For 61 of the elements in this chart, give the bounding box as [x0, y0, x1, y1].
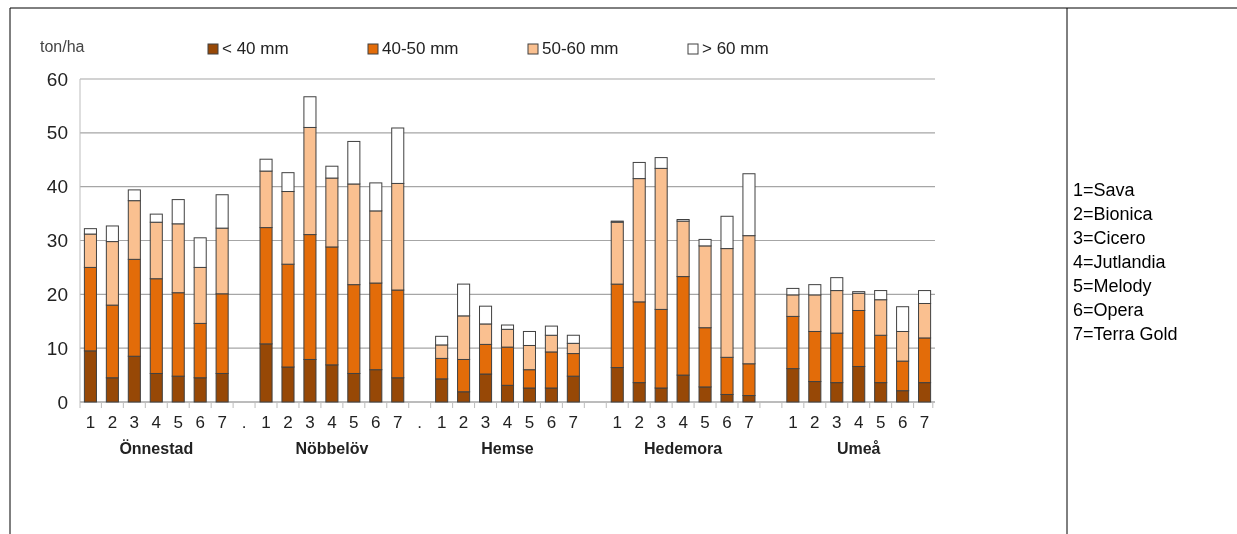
legend-label: < 40 mm — [222, 39, 289, 58]
text: 4=Jutlandia — [1073, 252, 1167, 272]
text: Nöbbelöv — [295, 440, 369, 457]
x-tick-label: . — [241, 413, 247, 432]
x-tick-label: 2 — [107, 413, 118, 432]
x-tick-label: 5 — [700, 413, 710, 432]
x-tick-label: 1 — [436, 413, 447, 432]
x-tick-label: 5 — [173, 413, 183, 432]
x-tick-label: 6 — [195, 413, 205, 432]
x-tick-label: . — [417, 413, 423, 432]
x-tick-label: 7 — [217, 413, 227, 432]
x-tick-label: 2 — [458, 413, 469, 432]
x-tick-label: 3 — [656, 413, 666, 432]
x-tick-label: 6 — [722, 413, 732, 432]
x-tick-label: 4 — [502, 413, 513, 432]
x-tick-label: 4 — [678, 413, 688, 432]
text: 1=Sava — [1073, 180, 1136, 200]
x-tick-label: 2 — [634, 413, 644, 432]
legend-label: > 60 mm — [702, 39, 769, 58]
y-tick-label: 40 — [46, 176, 68, 198]
text: 3=Cicero — [1073, 228, 1146, 248]
text: Hedemora — [643, 440, 723, 457]
x-tick-label: 3 — [305, 413, 315, 432]
y-tick-label: 10 — [46, 337, 68, 359]
x-tick-label: 7 — [393, 413, 403, 432]
x-tick-label: 6 — [546, 413, 557, 432]
x-tick-label: 3 — [129, 413, 140, 432]
x-tick-label: 6 — [371, 413, 381, 432]
text: 5=Melody — [1073, 276, 1152, 296]
x-tick-label: 3 — [832, 413, 842, 432]
x-tick-label: 5 — [349, 413, 359, 432]
text: Umeå — [836, 440, 881, 457]
x-tick-label: 3 — [480, 413, 491, 432]
text: 2=Bionica — [1073, 204, 1154, 224]
x-tick-label: 1 — [85, 413, 96, 432]
text: Hemse — [481, 440, 534, 457]
x-tick-label: 4 — [853, 413, 864, 432]
x-tick-label: 7 — [919, 413, 930, 432]
legend-label: 50-60 mm — [542, 39, 619, 58]
x-tick-label: 2 — [810, 413, 820, 432]
y-tick-label: 20 — [46, 283, 68, 305]
x-tick-label: 7 — [744, 413, 754, 432]
text: 6=Opera — [1073, 300, 1145, 320]
y-tick-label: 30 — [46, 230, 68, 252]
x-tick-label: 6 — [897, 413, 908, 432]
legend-label: 40-50 mm — [382, 39, 459, 58]
y-tick-label: 60 — [46, 68, 68, 90]
x-tick-label: 2 — [283, 413, 293, 432]
x-tick-label: 4 — [327, 413, 337, 432]
text: Önnestad — [119, 439, 194, 457]
x-tick-label: 7 — [568, 413, 579, 432]
x-tick-label: 4 — [151, 413, 162, 432]
x-tick-label: 1 — [788, 413, 798, 432]
x-tick-label: 1 — [612, 413, 622, 432]
y-tick-label: 0 — [57, 391, 68, 413]
y-axis-title: ton/ha — [40, 38, 85, 55]
x-tick-label: 1 — [261, 413, 271, 432]
x-tick-label: 5 — [875, 413, 886, 432]
text: 7=Terra Gold — [1073, 324, 1178, 344]
y-tick-label: 50 — [46, 122, 68, 144]
x-tick-label: 5 — [524, 413, 535, 432]
